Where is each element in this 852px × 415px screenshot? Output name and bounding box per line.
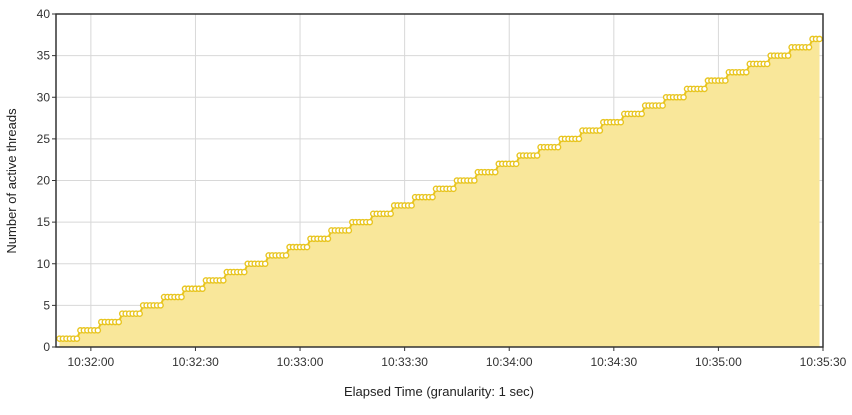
data-point	[240, 268, 248, 276]
data-point	[345, 227, 353, 234]
y-tick-label: 5	[43, 298, 50, 312]
data-point	[617, 118, 625, 126]
data-point	[387, 210, 394, 218]
data-point	[157, 302, 164, 309]
data-point	[220, 277, 227, 284]
data-point	[743, 68, 750, 76]
data-point	[366, 218, 374, 226]
y-tick-label: 20	[37, 174, 51, 188]
x-axis-label: Elapsed Time (granularity: 1 sec)	[344, 384, 534, 399]
data-point	[136, 310, 143, 318]
data-point	[554, 143, 562, 151]
data-point	[596, 127, 604, 134]
y-tick-label: 30	[37, 90, 51, 104]
y-tick-label: 0	[43, 340, 50, 354]
data-point	[408, 202, 415, 209]
data-point	[178, 293, 185, 301]
y-tick-label: 10	[37, 257, 51, 271]
data-point	[805, 44, 813, 51]
x-tick-label: 10:34:00	[486, 355, 533, 369]
y-axis-label: Number of active threads	[4, 108, 19, 254]
data-point	[512, 160, 520, 168]
data-point	[680, 93, 687, 101]
y-tick-label: 25	[37, 132, 51, 146]
data-point	[94, 327, 102, 334]
x-tick-label: 10:35:30	[800, 355, 847, 369]
y-tick-label: 40	[37, 7, 51, 21]
y-tick-label: 35	[37, 49, 51, 63]
data-point	[784, 52, 792, 59]
data-point	[199, 285, 206, 293]
x-tick-label: 10:32:30	[172, 355, 219, 369]
data-point	[324, 235, 332, 243]
data-point	[303, 243, 311, 251]
data-point	[471, 177, 478, 184]
x-tick-label: 10:32:00	[68, 355, 115, 369]
data-point	[638, 110, 646, 118]
x-tick-label: 10:35:00	[695, 355, 742, 369]
y-axis-ticks: 0 5 10 15 20 25 30 35 40	[37, 7, 56, 354]
x-tick-label: 10:33:30	[381, 355, 428, 369]
data-point	[816, 35, 823, 43]
data-point	[659, 102, 666, 109]
data-point	[115, 318, 123, 326]
data-point	[575, 135, 583, 143]
data-point	[722, 77, 729, 84]
data-point	[701, 85, 708, 93]
data-point	[763, 60, 771, 68]
x-tick-label: 10:34:30	[590, 355, 637, 369]
markers	[56, 35, 823, 342]
data-point	[73, 335, 81, 342]
data-point	[533, 152, 541, 159]
data-point	[261, 260, 269, 268]
x-tick-label: 10:33:00	[277, 355, 324, 369]
data-point	[450, 185, 457, 193]
y-tick-label: 15	[37, 215, 51, 229]
data-point	[282, 252, 290, 259]
data-point	[491, 168, 499, 176]
data-point	[429, 193, 436, 201]
x-axis-ticks: 10:32:00 10:32:30 10:33:00 10:33:30 10:34:00…	[68, 347, 847, 369]
